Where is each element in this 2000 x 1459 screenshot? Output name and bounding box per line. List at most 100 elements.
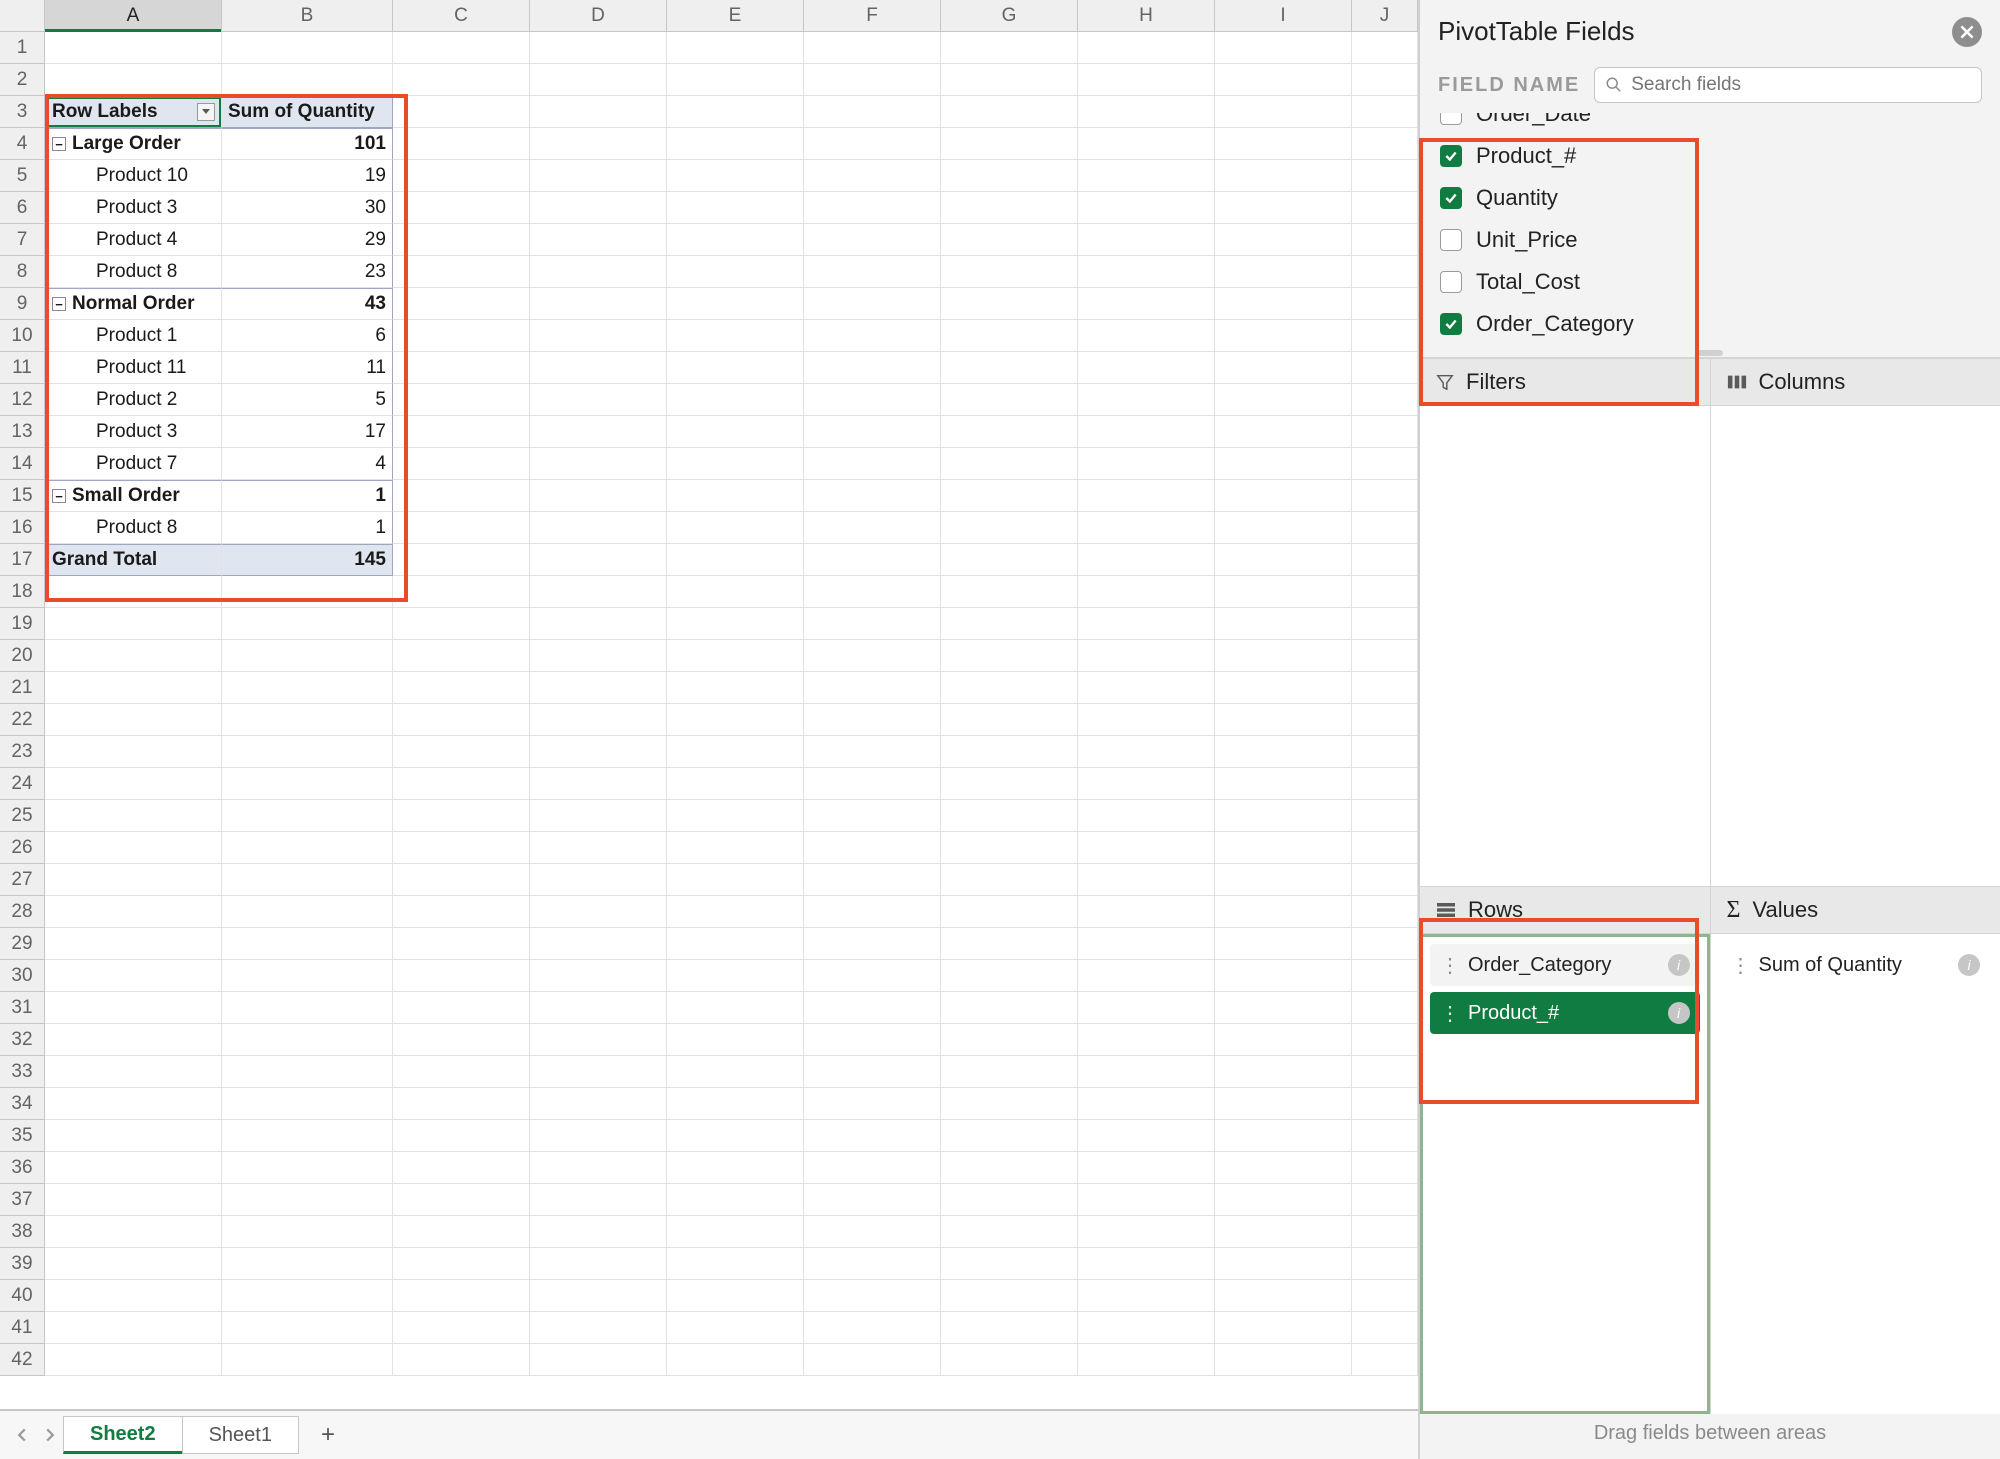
cell[interactable] — [530, 448, 667, 480]
cell[interactable] — [667, 32, 804, 64]
col-header-J[interactable]: J — [1352, 0, 1418, 31]
cell[interactable] — [667, 192, 804, 224]
pivot-header-values[interactable]: Sum of Quantity — [222, 96, 393, 128]
cell[interactable] — [1352, 320, 1418, 352]
cell[interactable] — [45, 1152, 222, 1184]
cell[interactable] — [1215, 192, 1352, 224]
cell[interactable] — [667, 128, 804, 160]
cell[interactable] — [667, 576, 804, 608]
cell[interactable] — [1352, 928, 1418, 960]
cell[interactable] — [667, 800, 804, 832]
cell[interactable] — [1215, 864, 1352, 896]
cell[interactable] — [393, 160, 530, 192]
cell[interactable] — [1215, 1024, 1352, 1056]
cell[interactable] — [1215, 384, 1352, 416]
cell[interactable] — [222, 1088, 393, 1120]
cell[interactable] — [530, 352, 667, 384]
cell[interactable] — [530, 1088, 667, 1120]
row-header[interactable]: 18 — [0, 576, 45, 608]
cell[interactable] — [393, 1184, 530, 1216]
cell[interactable] — [667, 416, 804, 448]
cell[interactable] — [1078, 480, 1215, 512]
cell[interactable] — [1215, 1248, 1352, 1280]
cell[interactable] — [1352, 1344, 1418, 1376]
values-dropzone[interactable]: ⋮Sum of Quantityi — [1711, 934, 2000, 1414]
cell[interactable] — [1078, 576, 1215, 608]
cell[interactable] — [1352, 416, 1418, 448]
checkbox[interactable] — [1440, 145, 1462, 167]
cell[interactable] — [393, 1056, 530, 1088]
col-header-F[interactable]: F — [804, 0, 941, 31]
row-header[interactable]: 10 — [0, 320, 45, 352]
columns-dropzone[interactable] — [1711, 406, 2000, 886]
row-header[interactable]: 15 — [0, 480, 45, 512]
row-header[interactable]: 1 — [0, 32, 45, 64]
cell[interactable] — [804, 1248, 941, 1280]
cell[interactable] — [804, 1024, 941, 1056]
search-input[interactable] — [1594, 67, 1982, 103]
cell[interactable] — [393, 704, 530, 736]
cell[interactable] — [1078, 1344, 1215, 1376]
cell[interactable] — [222, 64, 393, 96]
cell[interactable]: 30 — [222, 192, 393, 224]
cell[interactable] — [45, 1120, 222, 1152]
cell[interactable] — [1215, 320, 1352, 352]
sheet-tab-active[interactable]: Sheet2 — [63, 1416, 183, 1454]
cell[interactable] — [941, 96, 1078, 128]
cell[interactable] — [45, 800, 222, 832]
cell[interactable] — [1215, 288, 1352, 320]
cell[interactable] — [804, 864, 941, 896]
cell[interactable] — [222, 704, 393, 736]
cell[interactable] — [530, 96, 667, 128]
cell[interactable] — [393, 864, 530, 896]
cell[interactable] — [530, 704, 667, 736]
row-header[interactable]: 36 — [0, 1152, 45, 1184]
cell[interactable] — [1215, 64, 1352, 96]
cell[interactable] — [941, 1056, 1078, 1088]
row-header[interactable]: 14 — [0, 448, 45, 480]
cell[interactable] — [222, 960, 393, 992]
cell[interactable]: Product 8 — [45, 256, 222, 288]
cell[interactable] — [530, 608, 667, 640]
row-header[interactable]: 21 — [0, 672, 45, 704]
cell[interactable] — [804, 672, 941, 704]
cell[interactable] — [941, 1120, 1078, 1152]
cell[interactable] — [45, 672, 222, 704]
cell[interactable] — [1352, 608, 1418, 640]
cell[interactable] — [393, 832, 530, 864]
cell[interactable] — [222, 576, 393, 608]
row-header[interactable]: 4 — [0, 128, 45, 160]
cell[interactable] — [804, 544, 941, 576]
cell[interactable] — [667, 608, 804, 640]
cell[interactable] — [941, 800, 1078, 832]
row-header[interactable]: 28 — [0, 896, 45, 928]
col-header-E[interactable]: E — [667, 0, 804, 31]
cell[interactable] — [393, 576, 530, 608]
cell[interactable]: 4 — [222, 448, 393, 480]
cell[interactable] — [1352, 352, 1418, 384]
cell[interactable]: Product 8 — [45, 512, 222, 544]
cell[interactable] — [222, 640, 393, 672]
cell[interactable] — [667, 992, 804, 1024]
cell[interactable] — [667, 352, 804, 384]
cell[interactable] — [1078, 160, 1215, 192]
add-sheet-button[interactable]: + — [309, 1421, 347, 1449]
row-header[interactable]: 31 — [0, 992, 45, 1024]
cell[interactable] — [941, 576, 1078, 608]
cell[interactable] — [1352, 832, 1418, 864]
cell[interactable] — [667, 96, 804, 128]
cell[interactable] — [667, 1120, 804, 1152]
cell[interactable] — [530, 1312, 667, 1344]
cell[interactable] — [1352, 512, 1418, 544]
cell[interactable] — [222, 1056, 393, 1088]
cell[interactable] — [804, 832, 941, 864]
cell[interactable] — [45, 960, 222, 992]
cell[interactable] — [804, 1120, 941, 1152]
cell[interactable] — [1215, 1152, 1352, 1184]
cell[interactable] — [667, 1024, 804, 1056]
cell[interactable] — [804, 1280, 941, 1312]
cell[interactable] — [1215, 96, 1352, 128]
cell[interactable] — [530, 64, 667, 96]
cell[interactable] — [45, 1088, 222, 1120]
cell[interactable] — [804, 576, 941, 608]
